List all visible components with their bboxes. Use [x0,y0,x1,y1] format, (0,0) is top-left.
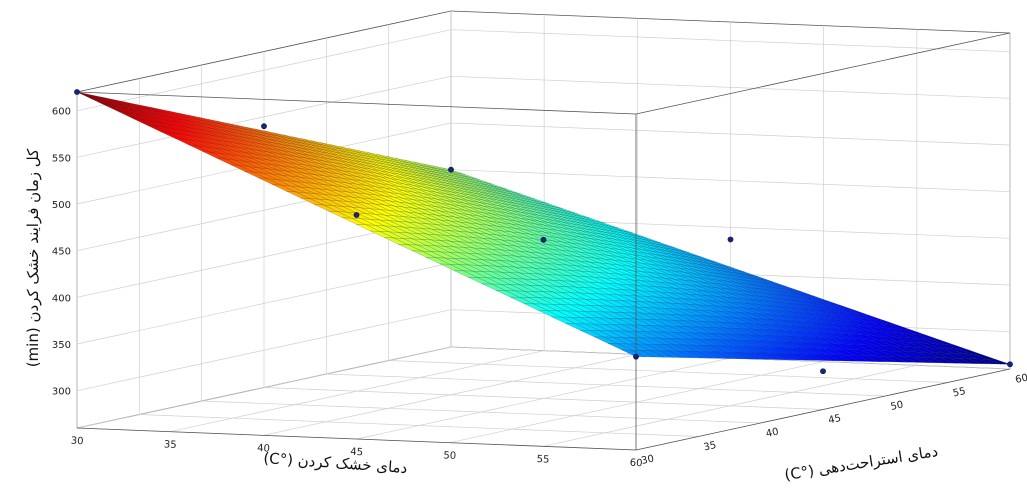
x-axis-title: دمای خشک کردن (°C) [263,449,408,477]
design-point [633,353,639,360]
surface-patch [967,358,992,365]
x-tick-label: 35 [164,439,177,451]
surface-patch [650,350,674,358]
design-point [540,236,547,243]
grid-line [388,360,948,383]
grid-line [201,400,761,424]
z-axis-title: کل زمان فرایند خشک کردن (min) [24,148,42,367]
design-point [74,89,80,95]
surface-patch [715,351,739,359]
z-tick-label: 600 [52,107,71,118]
surface-patch [706,351,730,359]
y-tick-label: 55 [952,386,967,399]
surface-patch [743,352,767,360]
surface-patch [837,354,861,362]
z-tick-label: 400 [52,293,71,304]
z-tick-label: 450 [52,247,71,258]
surface-patch [668,350,693,358]
design-point [353,212,360,218]
grid-line [263,387,824,410]
surface-patch [930,357,954,364]
z-tick-label: 300 [52,387,71,398]
surface-patch [687,351,711,359]
x-tick-label: 60 [629,458,642,470]
box-edge [76,427,637,451]
x-tick-label: 40 [257,443,270,455]
box-edge [76,91,637,115]
box-edge [635,32,1011,115]
surface-patch [893,356,917,363]
surface-patch [734,352,758,360]
y-axis-title: دمای استراحت‌دهی (°C) [783,442,939,484]
surface-patch [939,357,964,364]
design-point [1007,361,1013,368]
surface-patch [631,350,655,358]
surface-patch [921,357,945,364]
surface-patch [808,354,833,361]
z-tick-label: 550 [52,153,71,164]
design-point [727,236,734,243]
y-tick-label: 35 [703,440,718,453]
design-point [820,368,826,375]
z-tick-label: 350 [52,340,71,351]
box-edge [635,368,1011,451]
y-tick-label: 30 [640,454,655,467]
surface-patch [874,355,898,363]
grid-line [326,373,886,397]
design-point [261,123,267,130]
surface-patch [799,353,824,361]
y-tick-label: 45 [827,413,842,426]
grid-line [139,414,699,437]
y-tick-label: 40 [765,427,780,440]
design-point [448,166,454,173]
design-points [74,89,1013,375]
y-tick-label: 50 [890,400,905,413]
z-tick-label: 500 [52,200,71,211]
surface-patch [640,350,665,358]
surface-patch [621,349,646,358]
axes-front-frame [76,32,1011,451]
y-tick-label: 60 [1014,373,1027,386]
response-surface [76,91,1011,365]
x-tick-label: 55 [536,454,549,466]
x-tick-label: 50 [443,450,456,462]
surface-patch [659,350,683,358]
x-tick-label: 45 [350,447,363,459]
surface-patch [696,351,721,359]
x-tick-label: 30 [70,436,83,448]
